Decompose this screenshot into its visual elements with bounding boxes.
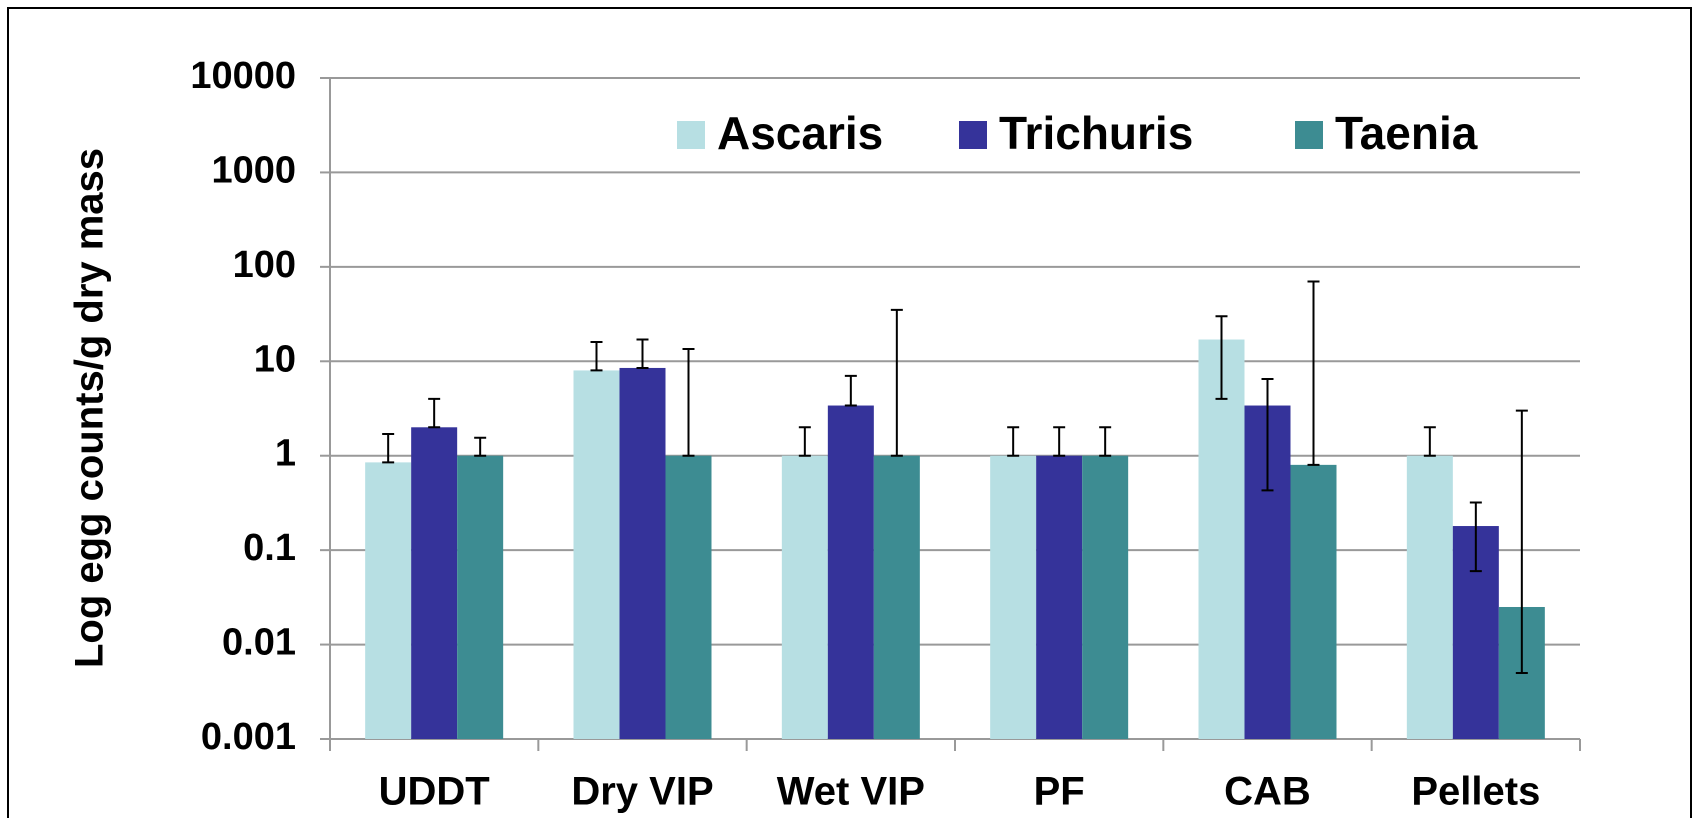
error-bar	[1053, 426, 1066, 457]
chart-border	[7, 7, 1692, 818]
x-tick-label: CAB	[1224, 770, 1311, 814]
x-tick-label: Dry VIP	[571, 770, 713, 814]
y-tick-label: 10000	[190, 55, 296, 97]
y-tick-label: 1000	[211, 149, 296, 191]
bar	[1198, 339, 1245, 739]
bar	[1406, 455, 1453, 739]
bar	[990, 455, 1037, 739]
bar	[365, 462, 412, 739]
error-bar	[1469, 501, 1482, 573]
bar	[411, 427, 458, 739]
error-bar	[382, 432, 395, 464]
error-bar	[590, 341, 603, 372]
y-tick-label: 100	[233, 244, 296, 286]
error-bar	[890, 308, 903, 457]
legend-label: Trichuris	[999, 107, 1193, 159]
error-bar	[1099, 426, 1112, 457]
bar	[457, 455, 504, 739]
y-tick-label: 0.001	[201, 716, 296, 758]
bar	[781, 455, 828, 739]
error-bar	[1261, 377, 1274, 492]
error-bar	[1515, 409, 1528, 674]
bar	[827, 405, 874, 739]
x-tick-label: Pellets	[1411, 770, 1540, 814]
bar	[1290, 464, 1337, 739]
y-tick-label: 10	[254, 338, 296, 380]
bar	[619, 367, 666, 739]
legend-label: Taenia	[1335, 107, 1478, 159]
error-bar	[844, 374, 857, 407]
legend-label: Ascaris	[717, 107, 883, 159]
error-bar	[1307, 280, 1320, 466]
error-bar	[682, 347, 695, 457]
y-tick-label: 0.1	[243, 527, 296, 569]
legend-swatch	[1295, 121, 1323, 149]
y-axis-label: Log egg counts/g dry mass	[68, 148, 112, 668]
x-tick-label: PF	[1034, 770, 1085, 814]
x-tick-label: UDDT	[379, 770, 490, 814]
bar	[1082, 455, 1129, 739]
error-bar	[474, 436, 487, 457]
bar	[665, 455, 712, 739]
x-tick-label: Wet VIP	[777, 770, 925, 814]
error-bar	[1007, 426, 1020, 457]
legend-swatch	[959, 121, 987, 149]
y-tick-label: 0.01	[222, 622, 296, 664]
error-bar	[428, 397, 441, 429]
legend-swatch	[677, 121, 705, 149]
y-tick-label: 1	[275, 433, 296, 475]
error-bar	[1423, 426, 1436, 457]
bar	[1036, 455, 1083, 739]
bar	[573, 370, 620, 739]
error-bar	[1215, 315, 1228, 400]
bar	[873, 455, 920, 739]
error-bar	[798, 426, 811, 457]
error-bar	[636, 338, 649, 369]
